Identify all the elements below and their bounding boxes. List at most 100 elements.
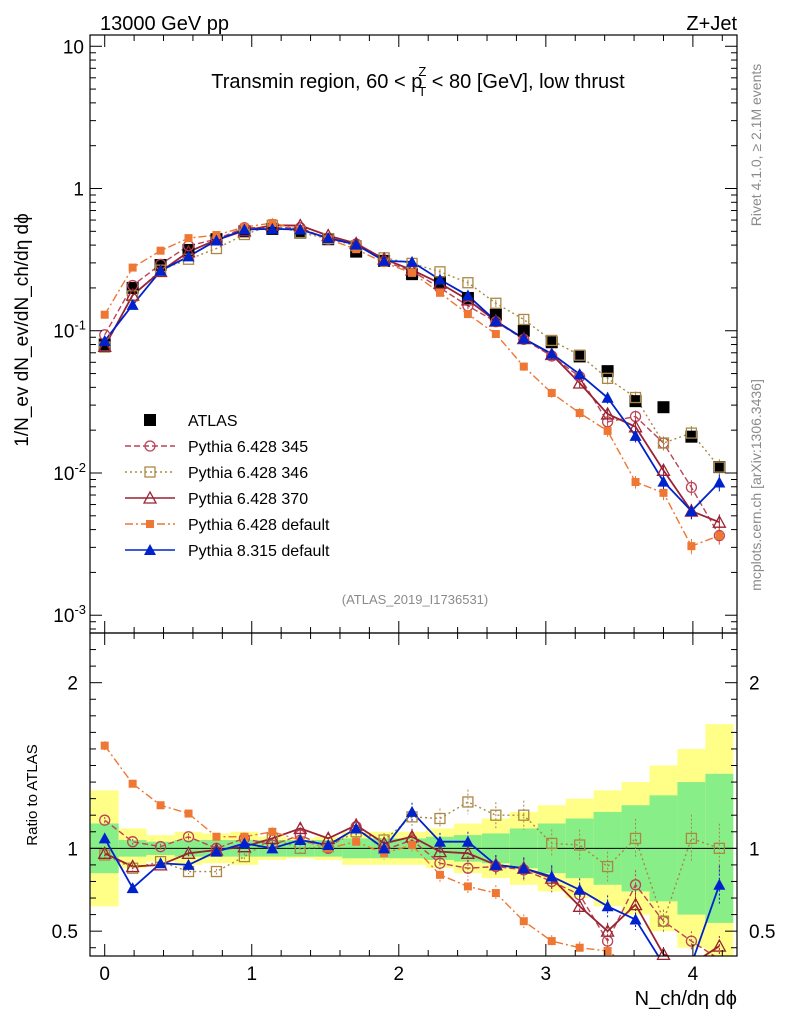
marker-ratio-4-12: [433, 835, 446, 847]
marker-ratio-0-2: [154, 841, 167, 853]
atlas-point-3: [182, 243, 195, 256]
plot-frames: [89, 34, 738, 957]
atlas-point-18: [601, 365, 614, 378]
legend-label-3: Pythia 6.428 default: [188, 517, 330, 534]
y-axis-label-ratio: Ratio to ATLAS: [24, 744, 41, 845]
marker-main-4-10: [378, 254, 391, 266]
marker-main-4-19: [629, 429, 642, 441]
marker-main-4-5: [238, 223, 251, 235]
atlas-point-21: [685, 430, 698, 443]
marker-main-2-17: [572, 375, 587, 389]
marker-main-2-18: [600, 406, 615, 420]
marker-ratio-4-8: [322, 839, 335, 851]
marker-ratio-3-12: [435, 870, 444, 879]
legend-label-0: Pythia 6.428 345: [188, 439, 308, 456]
marker-ratio-0-12: [434, 857, 446, 869]
marker-main-3-13: [463, 310, 472, 319]
atlas-point-20: [657, 401, 670, 414]
marker-main-3-20: [659, 488, 668, 497]
marker-main-4-8: [322, 231, 335, 243]
header-right: Z+Jet: [686, 13, 737, 35]
marker-ratio-4-6: [266, 842, 279, 854]
legend-entry-1: Pythia 6.428 346: [125, 465, 308, 482]
marker-ratio-4-9: [350, 822, 363, 834]
legend-marker-0: [144, 440, 156, 452]
marker-ratio-2-3: [181, 845, 196, 859]
marker-main-3-16: [547, 388, 556, 397]
marker-ratio-2-19: [628, 897, 643, 911]
marker-ratio-2-1: [125, 859, 140, 873]
x-tick-label: 0: [99, 964, 110, 985]
title-sup: Z: [418, 64, 426, 79]
marker-main-4-18: [601, 391, 614, 403]
legend-entry-atlas: ATLAS: [144, 413, 238, 430]
marker-ratio-3-18: [603, 947, 612, 956]
marker-main-1-18: [601, 372, 614, 384]
marker-ratio-0-1: [126, 836, 139, 848]
marker-ratio-4-14: [489, 858, 502, 870]
marker-main-4-15: [517, 332, 530, 344]
analysis-id: (ATLAS_2019_I1736531): [342, 592, 488, 607]
marker-main-3-19: [631, 478, 640, 487]
marker-ratio-4-10: [378, 842, 391, 854]
marker-ratio-4-22: [713, 878, 726, 890]
y-tick-label-ratio-right: 0.5: [749, 922, 775, 943]
marker-ratio-4-18: [601, 900, 614, 912]
marker-ratio-1-4: [210, 865, 223, 878]
atlas-point-16: [545, 336, 558, 349]
legend-entry-0: Pythia 6.428 345: [125, 439, 308, 456]
atlas-point-19: [629, 395, 642, 408]
marker-ratio-1-22: [713, 842, 726, 854]
marker-ratio-0-3: [182, 831, 195, 843]
marker-main-1-20: [657, 437, 670, 449]
marker-ratio-3-14: [491, 889, 500, 898]
marker-ratio-3-17: [575, 943, 584, 952]
marker-ratio-2-20: [656, 946, 671, 960]
marker-main-1-19: [629, 391, 642, 404]
marker-ratio-3-3: [184, 809, 193, 818]
marker-ratio-2-12: [432, 844, 448, 858]
series-line-main-1: [104, 224, 720, 468]
marker-main-4-1: [126, 298, 139, 310]
axis-ticks: 0 1 2 3 4 10 1 10-1 10-2 10-3 2 2 1 1 0.5 0.5: [52, 35, 775, 985]
marker-ratio-4-5: [238, 837, 251, 849]
marker-ratio-1-12: [434, 812, 446, 825]
marker-main-4-9: [350, 238, 363, 250]
marker-ratio-3-2: [156, 801, 165, 810]
marker-main-1-13: [462, 277, 474, 289]
marker-main-4-0: [98, 334, 111, 346]
y-tick-label-main: 10: [63, 37, 84, 58]
legend-marker-2: [142, 490, 158, 504]
marker-ratio-3-13: [463, 882, 472, 891]
y-tick-label-main: 10-3: [53, 602, 86, 627]
marker-ratio-4-7: [294, 834, 307, 846]
marker-ratio-1-19: [629, 832, 642, 845]
marker-ratio-3-0: [100, 741, 109, 750]
y-tick-label-ratio: 2: [67, 674, 78, 695]
marker-main-1-15: [518, 313, 530, 326]
marker-ratio-2-17: [572, 898, 587, 912]
marker-main-3-15: [519, 362, 528, 371]
marker-main-0-18: [601, 416, 614, 428]
y-tick-label-ratio: 1: [67, 839, 78, 860]
legend-label-4: Pythia 8.315 default: [188, 543, 330, 560]
marker-main-1-22: [713, 461, 726, 473]
legend-label-1: Pythia 6.428 346: [188, 465, 308, 482]
title-post: < 80 [GeV], low thrust: [426, 71, 625, 93]
marker-ratio-0-19: [629, 879, 642, 891]
y-tick-label-main: 10-1: [53, 318, 86, 343]
marker-main-2-20: [656, 462, 671, 476]
marker-main-4-13: [461, 289, 474, 301]
marker-ratio-3-4: [212, 832, 221, 841]
marker-main-4-16: [545, 347, 558, 359]
marker-main-4-14: [489, 315, 502, 327]
marker-ratio-4-1: [126, 882, 139, 894]
marker-ratio-4-19: [629, 913, 642, 925]
y-tick-label-main: 10-2: [53, 460, 86, 485]
marker-ratio-3-16: [547, 937, 556, 946]
marker-main-3-11: [408, 268, 417, 277]
marker-main-1-14: [490, 297, 502, 309]
atlas-point-17: [573, 350, 586, 363]
marker-main-2-22: [712, 514, 727, 528]
